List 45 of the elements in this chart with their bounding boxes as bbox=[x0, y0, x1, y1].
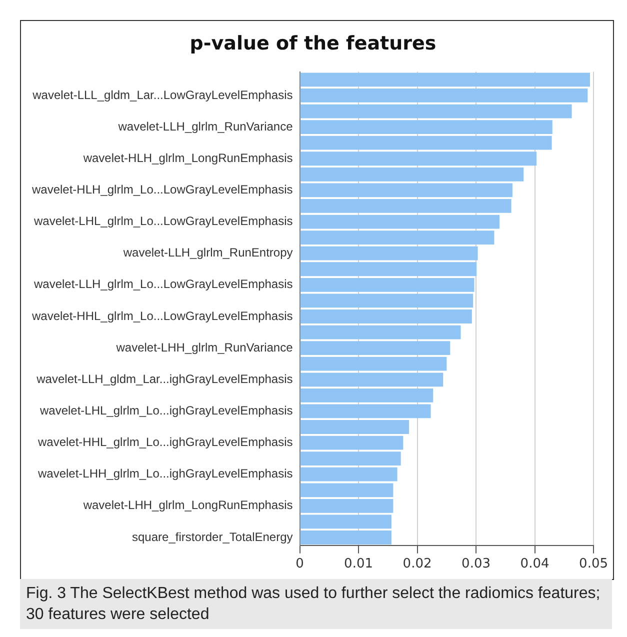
y-tick-label: wavelet-LLH_glrlm_RunVariance bbox=[117, 119, 294, 134]
y-tick-label: wavelet-HLH_glrlm_Lo...LowGrayLevelEmphasis bbox=[30, 182, 293, 197]
y-tick-label: wavelet-LHL_glrlm_Lo...ighGrayLevelEmphasis bbox=[38, 404, 293, 418]
bar bbox=[300, 72, 590, 87]
y-tick-label: wavelet-LHH_glrlm_RunVariance bbox=[115, 340, 294, 354]
y-tick-label: wavelet-HHL_glrlm_Lo...ighGrayLevelEmphasis bbox=[36, 435, 293, 450]
bar bbox=[300, 294, 474, 308]
bar bbox=[300, 104, 572, 118]
x-tick-label: 0.01 bbox=[344, 556, 374, 572]
bar bbox=[300, 120, 552, 134]
bar bbox=[300, 183, 512, 198]
bar bbox=[300, 530, 392, 544]
y-tick-label: square_firstorder_TotalEnergy bbox=[132, 530, 293, 544]
bar bbox=[300, 325, 461, 340]
bar bbox=[300, 452, 401, 466]
y-tick-label: wavelet-LHH_glrlm_LongRunEmphasis bbox=[82, 498, 293, 512]
bar bbox=[300, 278, 474, 292]
bar bbox=[300, 404, 431, 418]
y-tick-label: wavelet-HLH_glrlm_LongRunEmphasis bbox=[82, 150, 293, 165]
y-tick-label: wavelet-LLH_glrlm_RunEntropy bbox=[122, 246, 293, 260]
y-tick-label: wavelet-LLH_glrlm_Lo...LowGrayLevelEmphasis bbox=[32, 277, 293, 292]
caption: Fig. 3 The SelectKBest method was used to further select the radiomics features; 30 features were selected bbox=[26, 584, 602, 625]
bar bbox=[300, 498, 394, 513]
bar bbox=[300, 310, 472, 324]
bar bbox=[300, 167, 524, 182]
bar bbox=[300, 420, 410, 434]
bar bbox=[300, 514, 392, 529]
bar bbox=[300, 436, 404, 450]
x-tick-label: 0.03 bbox=[462, 556, 491, 572]
x-tick-label: 0 bbox=[296, 556, 304, 572]
bar bbox=[300, 88, 588, 102]
bar bbox=[300, 230, 494, 245]
y-tick-label: wavelet-LLL_gldm_Lar...LowGrayLevelEmphasis bbox=[32, 88, 293, 102]
bar bbox=[300, 214, 500, 229]
x-tick-label: 0.02 bbox=[402, 556, 432, 572]
x-tick-label: 0.04 bbox=[520, 556, 550, 572]
bar bbox=[300, 199, 512, 213]
y-tick-label: wavelet-LLH_gldm_Lar...ighGrayLevelEmphasis bbox=[36, 372, 293, 386]
bar bbox=[300, 341, 450, 356]
bar bbox=[300, 388, 434, 402]
y-tick-label: wavelet-LHH_glrlm_Lo...ighGrayLevelEmphasis bbox=[36, 466, 293, 481]
chart-title: p-value of the features bbox=[190, 32, 436, 54]
x-tick-label: 0.05 bbox=[579, 556, 608, 572]
y-tick-label: wavelet-LHL_glrlm_Lo...LowGrayLevelEmphasis bbox=[32, 214, 293, 228]
y-tick-label: wavelet-HHL_glrlm_Lo...LowGrayLevelEmphasis bbox=[30, 308, 293, 323]
